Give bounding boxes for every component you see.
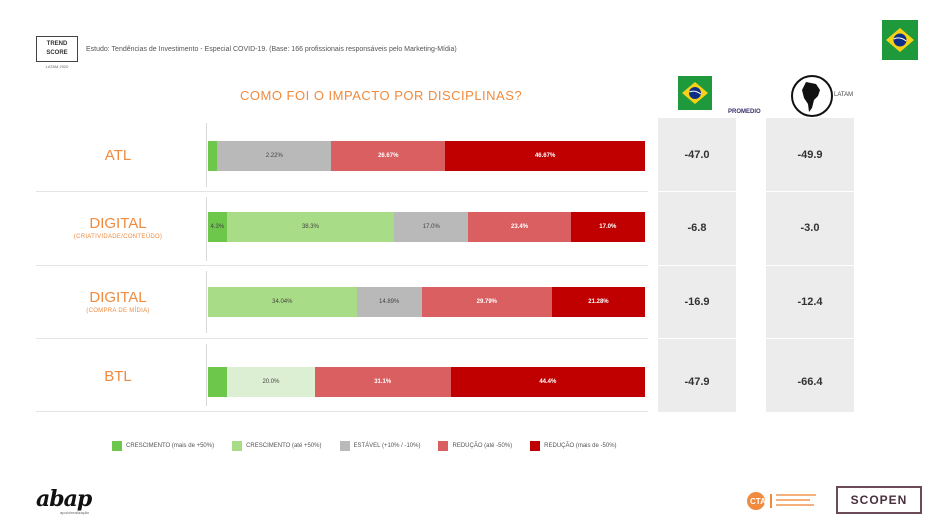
category-name: ATL [104, 147, 132, 164]
legend-label: REDUÇÃO (até -50%) [452, 443, 513, 449]
logo-subtitle: LATAM 2020 [45, 64, 69, 69]
row-divider [36, 191, 648, 192]
bar-data-label: 17.0% [422, 224, 440, 230]
bar-segment: 4.3% [208, 212, 227, 242]
bar-row-atl: 2.22% 26.67% 46.67% [208, 141, 645, 171]
bar-data-label: 44.4% [539, 379, 557, 385]
category-name: DIGITAL [89, 289, 147, 306]
promedio-brasil-value: -16.9 [684, 296, 710, 308]
legend-swatch [339, 441, 350, 451]
bar-data-label: 46.67% [534, 153, 556, 159]
promedio-brasil-value: -47.0 [684, 149, 710, 161]
bar-data-label: 26.67% [378, 153, 399, 159]
promedio-latam-value: -66.4 [797, 376, 823, 388]
legend-item: ESTÁVEL (+10% / -10%) [339, 441, 421, 451]
legend-item: REDUÇÃO (até -50%) [438, 441, 512, 451]
bar-segment: 23.4% [468, 212, 571, 242]
bar-segment: 14.89% [356, 287, 422, 317]
legend-label: CRESCIMENTO (mais de +50%) [126, 443, 215, 449]
bar-segment: 21.28% [551, 287, 645, 317]
bar-row-digital-criatividade: 4.3% 38.3% 17.0% 23.4% 17.0% [208, 212, 645, 242]
bar-segment [208, 367, 228, 397]
abap-subtitle: apoio/realização [60, 510, 90, 515]
latam-label: LATAM [834, 92, 854, 98]
study-description: Estudo: Tendências de Investimento - Esp… [86, 46, 457, 53]
average-divider [658, 265, 854, 266]
category-label: DIGITAL (COMPRA DE MÍDIA) [40, 290, 196, 316]
row-bracket [206, 197, 207, 261]
trend-score-logo: TREND SCORE [36, 36, 78, 62]
bar-data-label: 2.22% [265, 153, 283, 159]
promedio-latam-value: -12.4 [797, 296, 823, 308]
bar-data-label: 14.89% [378, 299, 400, 305]
average-divider [658, 191, 854, 192]
brazil-flag-icon [882, 20, 918, 60]
category-label: ATL [40, 148, 196, 164]
bar-data-label: 23.4% [511, 224, 529, 230]
bar-segment [208, 141, 218, 171]
logo-line2: SCORE [46, 50, 68, 56]
row-divider [36, 265, 648, 266]
promedio-label: PROMEDIO [728, 109, 761, 115]
bar-segment: 46.67% [445, 141, 645, 171]
category-name: DIGITAL [89, 215, 147, 232]
scopen-logo: SCOPEN [836, 486, 922, 514]
abap-logo: abap [36, 486, 92, 512]
logo-line1: TREND [46, 41, 68, 47]
legend-label: ESTÁVEL (+10% / -10%) [353, 443, 421, 449]
promedio-latam-value: -49.9 [797, 149, 823, 161]
bar-segment: 26.67% [331, 141, 446, 171]
bar-segment: 17.0% [394, 212, 469, 242]
promedio-brasil-value: -6.8 [687, 222, 707, 234]
bar-data-label: 34.04% [272, 299, 293, 305]
promedio-brasil-value: -47.9 [684, 376, 710, 388]
bar-segment: 29.79% [421, 287, 552, 317]
bar-data-label: 29.79% [476, 299, 498, 305]
brazil-column-flag-icon [678, 76, 712, 110]
cta-logo-icon: CTA [744, 488, 824, 514]
legend-item: CRESCIMENTO (até +50%) [232, 441, 322, 451]
bar-data-label: 21.28% [588, 299, 609, 305]
legend-swatch [112, 441, 122, 451]
category-label: DIGITAL (CRIATIVIDADE/CONTEÚDO) [40, 216, 196, 242]
cta-text: CTA [750, 497, 766, 506]
bar-segment: 44.4% [450, 367, 645, 397]
bar-segment: 34.04% [208, 287, 357, 317]
row-bracket [206, 344, 207, 406]
legend-item: CRESCIMENTO (mais de +50%) [112, 441, 214, 451]
bar-data-label: 4.3% [210, 224, 225, 230]
bar-segment: 20.0% [227, 367, 315, 397]
row-divider [36, 411, 648, 412]
chart-legend: CRESCIMENTO (mais de +50%) CRESCIMENTO (a… [112, 441, 635, 451]
bar-segment: 2.22% [217, 141, 332, 171]
bar-segment: 17.0% [570, 212, 645, 242]
chart-title: COMO FOI O IMPACTO POR DISCIPLINAS? [240, 88, 523, 103]
row-bracket [206, 271, 207, 333]
category-name: BTL [104, 368, 132, 385]
latam-globe-icon [790, 74, 834, 118]
bar-data-label: 38.3% [301, 224, 319, 230]
legend-label: CRESCIMENTO (até +50%) [246, 443, 322, 449]
category-subtitle: (CRIATIVIDADE/CONTEÚDO) [73, 234, 163, 240]
bar-data-label: 20.0% [262, 379, 280, 385]
legend-swatch [438, 441, 449, 451]
legend-item: REDUÇÃO (mais de -50%) [530, 441, 617, 451]
category-label: BTL [40, 369, 196, 385]
legend-swatch [232, 441, 243, 451]
row-bracket [206, 123, 207, 187]
promedio-latam-value: -3.0 [800, 222, 820, 234]
average-divider [658, 338, 854, 339]
row-divider [36, 338, 648, 339]
bar-data-label: 17.0% [599, 224, 617, 230]
legend-swatch [530, 441, 541, 451]
category-subtitle: (COMPRA DE MÍDIA) [86, 308, 150, 314]
bar-row-btl: 20.0% 31.1% 44.4% [208, 367, 645, 397]
bar-row-digital-midia: 34.04% 14.89% 29.79% 21.28% [208, 287, 645, 317]
bar-segment: 38.3% [226, 212, 395, 242]
bar-data-label: 31.1% [374, 379, 392, 385]
legend-label: REDUÇÃO (mais de -50%) [544, 443, 617, 449]
bar-segment: 31.1% [314, 367, 451, 397]
